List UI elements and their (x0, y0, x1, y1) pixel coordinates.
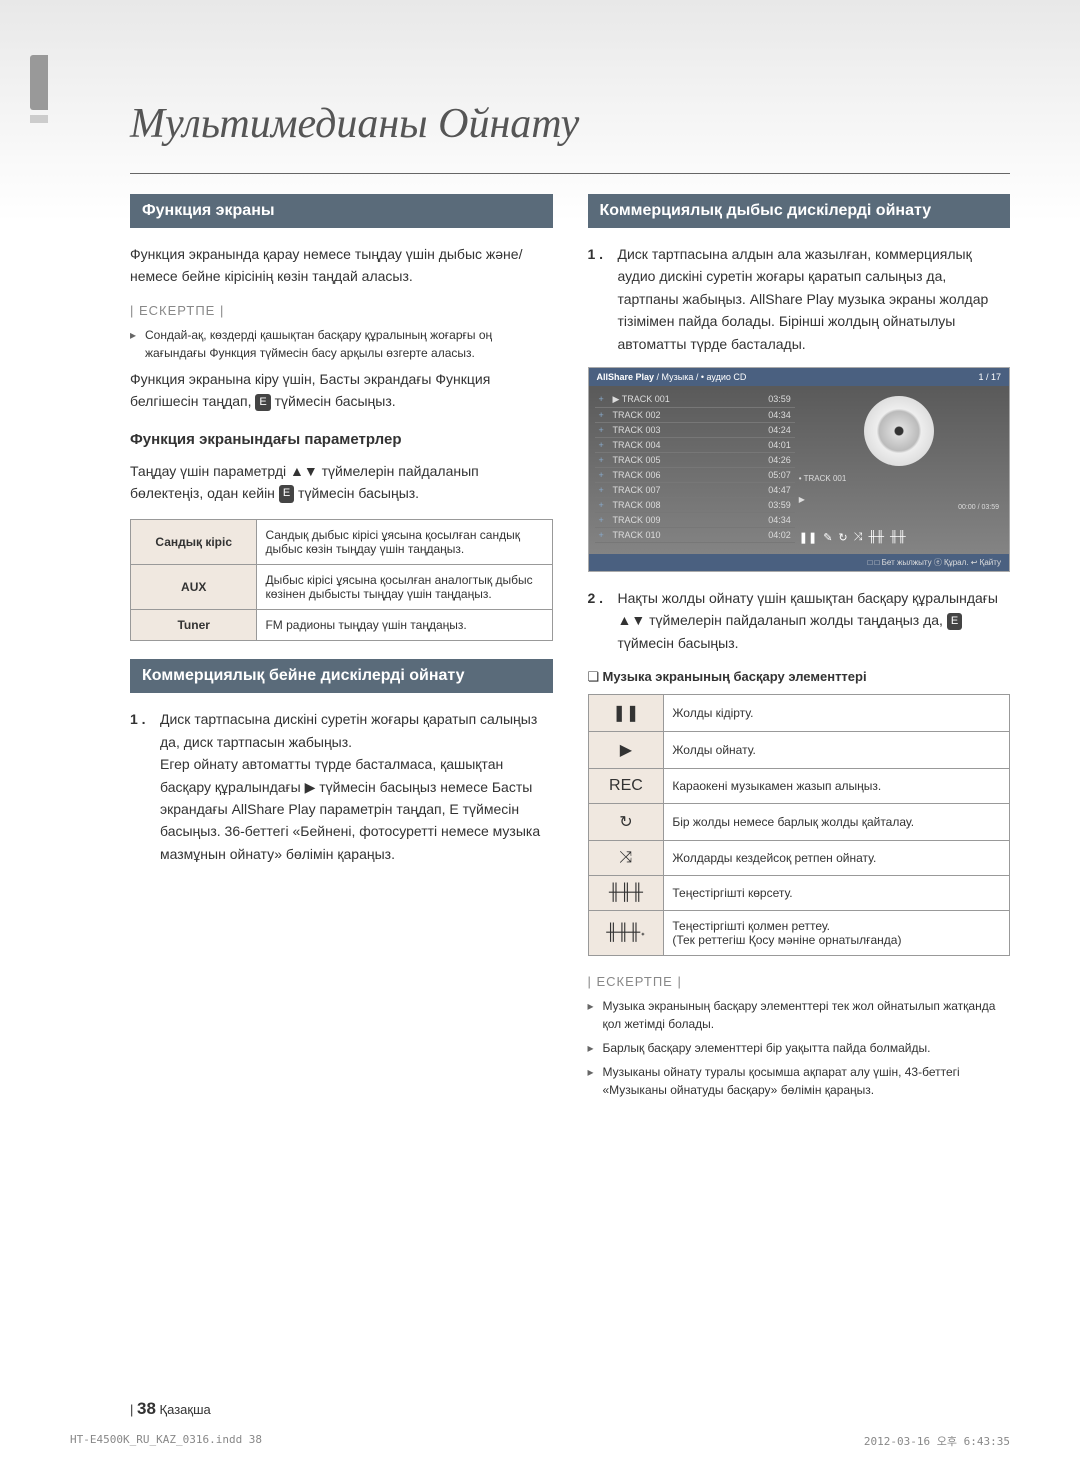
breadcrumb: / Музыка / • аудио CD (654, 372, 746, 382)
allshare-screenshot: AllShare Play / Музыка / • аудио CD 1 / 1… (588, 367, 1011, 572)
player-controls: ❚❚✎↻⤨╫╫╫╫ (799, 531, 999, 544)
enter-icon: E (279, 485, 294, 503)
note-item: Барлық басқару элементтері бір уақытта п… (588, 1039, 1011, 1057)
table-cell: FM радионы тыңдау үшін таңдаңыз. (257, 610, 552, 641)
imprint: HT-E4500K_RU_KAZ_0316.indd 38 2012-03-16 … (70, 1433, 1010, 1449)
control-icon: REC (588, 769, 664, 804)
table-row: ↻Бір жолды немесе барлық жолды қайталау. (588, 804, 1010, 841)
table-header: Сандық кіріс (131, 520, 257, 565)
divider (130, 173, 1010, 174)
now-playing: • TRACK 001 (799, 474, 999, 483)
table-row: ❚❚Жолды кідірту. (588, 695, 1010, 732)
language: Қазақша (160, 1402, 211, 1417)
sub-header: Музыка экранының басқару элементтері (588, 669, 1011, 684)
control-desc: Теңестіргішті қолмен реттеу. (Тек реттег… (664, 911, 1010, 956)
page-title: Мультимедианы Ойнату (130, 100, 1010, 148)
section-header: Коммерциялық дыбыс дискілерді ойнату (588, 194, 1011, 228)
function-table: Сандық кірісСандық дыбыс кірісі ұясына қ… (130, 519, 553, 641)
note-item: Музыка экранының басқару элементтері тек… (588, 997, 1011, 1033)
table-row: RECКараокені музыкамен жазып алыңыз. (588, 769, 1010, 804)
number: 1 . (588, 243, 608, 355)
control-desc: Караокені музыкамен жазып алыңыз. (664, 769, 1010, 804)
table-cell: Дыбыс кірісі ұясына қосылған аналогтық д… (257, 565, 552, 610)
text: Диск тартпасына алдын ала жазылған, комм… (618, 243, 1011, 355)
left-column: Функция экраны Функция экранында қарау н… (130, 194, 553, 1105)
text: Нақты жолды ойнату үшін қашықтан басқару… (618, 590, 998, 628)
page-footer: | 38 Қазақша (130, 1399, 211, 1419)
imprint-date: 2012-03-16 오후 6:43:35 (864, 1433, 1010, 1449)
columns: Функция экраны Функция экранында қарау н… (130, 194, 1010, 1105)
table-header: AUX (131, 565, 257, 610)
page-number: 38 (137, 1399, 156, 1418)
control-desc: Бір жолды немесе барлық жолды қайталау. (664, 804, 1010, 841)
track-list: +▶ TRACK 00103:59+TRACK 00204:34+TRACK 0… (595, 392, 795, 548)
page: Мультимедианы Ойнату Функция экраны Функ… (0, 0, 1080, 1479)
imprint-file: HT-E4500K_RU_KAZ_0316.indd 38 (70, 1433, 262, 1449)
track-row: +TRACK 01004:02 (595, 528, 795, 543)
allshare-title: AllShare Play (597, 372, 655, 382)
enter-icon: E (947, 613, 962, 631)
control-icon: ↻ (588, 804, 664, 841)
body-text: Функция экранына кіру үшін, Басты экранд… (130, 368, 553, 413)
control-desc: Жолды кідірту. (664, 695, 1010, 732)
cd-icon (864, 396, 934, 466)
track-row: +TRACK 00803:59 (595, 498, 795, 513)
track-row: +TRACK 00704:47 (595, 483, 795, 498)
number: 1 . (130, 708, 150, 865)
section-header: Коммерциялық бейне дискілерді ойнату (130, 659, 553, 693)
track-row: +TRACK 00504:26 (595, 453, 795, 468)
control-icon: ▶ (588, 732, 664, 769)
track-row: +TRACK 00904:34 (595, 513, 795, 528)
numbered-item: 1 . Диск тартпасына дискіні суретін жоға… (130, 708, 553, 865)
section-header: Функция экраны (130, 194, 553, 228)
control-icon: ╫╫╫˖ (588, 911, 664, 956)
control-icon: ⤨ (588, 841, 664, 876)
body-text: Функция экранында қарау немесе тыңдау үш… (130, 243, 553, 288)
text: түймесін басыңыз. (271, 393, 396, 409)
time: 00:00 / 03:59 (799, 504, 999, 511)
text: түймесін басыңыз. (618, 635, 739, 651)
text: Нақты жолды ойнату үшін қашықтан басқару… (618, 587, 1011, 654)
track-row: +▶ TRACK 00103:59 (595, 392, 795, 408)
body-text: Таңдау үшін параметрді ▲▼ түймелерін пай… (130, 460, 553, 505)
sub-header: Функция экранындағы параметрлер (130, 431, 553, 448)
track-row: +TRACK 00404:01 (595, 438, 795, 453)
note-label: | ЕСКЕРТПЕ | (588, 974, 1011, 989)
control-icon: ╫╫╫ (588, 876, 664, 911)
table-row: ╫╫╫˖Теңестіргішті қолмен реттеу. (Тек ре… (588, 911, 1010, 956)
numbered-item: 1 . Диск тартпасына алдын ала жазылған, … (588, 243, 1011, 355)
numbered-item: 2 . Нақты жолды ойнату үшін қашықтан бас… (588, 587, 1011, 654)
table-row: ╫╫╫Теңестіргішті көрсету. (588, 876, 1010, 911)
table-cell: Сандық дыбыс кірісі ұясына қосылған санд… (257, 520, 552, 565)
table-row: ▶Жолды ойнату. (588, 732, 1010, 769)
note-item: Сондай-ақ, көздерді қашықтан басқару құр… (130, 326, 553, 362)
allshare-body: +▶ TRACK 00103:59+TRACK 00204:34+TRACK 0… (589, 386, 1010, 554)
track-row: +TRACK 00605:07 (595, 468, 795, 483)
enter-icon: E (255, 394, 270, 412)
now-playing-panel: • TRACK 001 ▶ 00:00 / 03:59 ❚❚✎↻⤨╫╫╫╫ (795, 392, 1003, 548)
play-indicator: ▶ (799, 495, 999, 504)
table-header: Tuner (131, 610, 257, 641)
right-column: Коммерциялық дыбыс дискілерді ойнату 1 .… (588, 194, 1011, 1105)
table-row: ⤨Жолдарды кездейсоқ ретпен ойнату. (588, 841, 1010, 876)
control-desc: Теңестіргішті көрсету. (664, 876, 1010, 911)
text: Диск тартпасына дискіні суретін жоғары қ… (160, 708, 553, 865)
side-tab (30, 55, 48, 110)
text: түймесін басыңыз. (294, 485, 419, 501)
control-icon: ❚❚ (588, 695, 664, 732)
track-row: +TRACK 00204:34 (595, 408, 795, 423)
track-row: +TRACK 00304:24 (595, 423, 795, 438)
number: 2 . (588, 587, 608, 654)
controls-table: ❚❚Жолды кідірту.▶Жолды ойнату.RECКараоке… (588, 694, 1011, 956)
control-desc: Жолды ойнату. (664, 732, 1010, 769)
track-count: 1 / 17 (978, 372, 1001, 382)
allshare-footer: □ □ Бет жылжыту ⓔ Құрал. ↩ Қайту (589, 554, 1010, 571)
note-item: Музыканы ойнату туралы қосымша ақпарат а… (588, 1063, 1011, 1099)
allshare-header: AllShare Play / Музыка / • аудио CD 1 / 1… (589, 368, 1010, 386)
note-label: | ЕСКЕРТПЕ | (130, 303, 553, 318)
notes-list: Музыка экранының басқару элементтері тек… (588, 997, 1011, 1099)
control-desc: Жолдарды кездейсоқ ретпен ойнату. (664, 841, 1010, 876)
